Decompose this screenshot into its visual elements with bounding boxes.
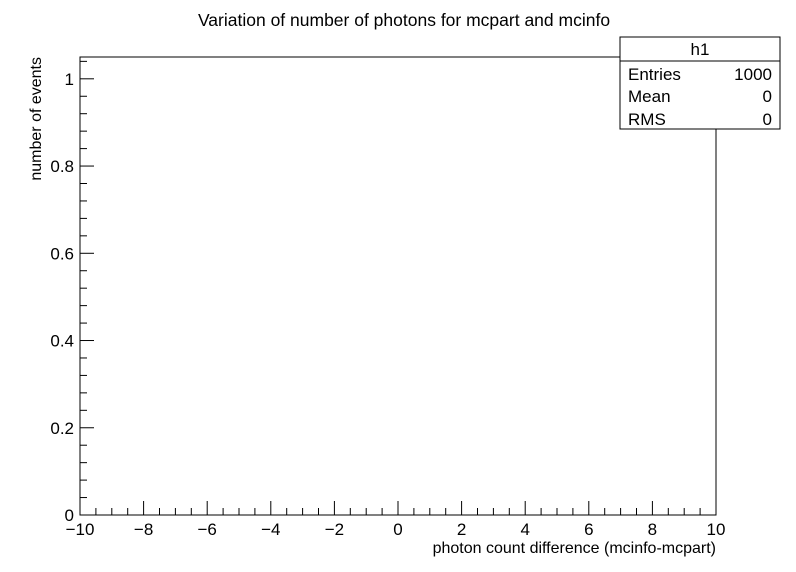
x-tick-label: −2 (325, 520, 344, 539)
x-tick-label: −10 (66, 520, 95, 539)
y-axis: 0 0.2 0.4 0.6 0.8 1 (50, 60, 94, 525)
y-tick-label: 0.6 (50, 244, 74, 263)
y-tick-label: 0.4 (50, 332, 74, 351)
x-tick-label: −6 (198, 520, 217, 539)
x-tick-label: 2 (457, 520, 466, 539)
x-tick-label: 8 (648, 520, 657, 539)
stats-entries-value: 1000 (734, 65, 772, 84)
stats-rms-value: 0 (763, 110, 772, 129)
y-tick-label: 0.8 (50, 157, 74, 176)
y-tick-label: 0 (65, 506, 74, 525)
chart-title: Variation of number of photons for mcpar… (198, 10, 610, 30)
x-tick-label: −8 (134, 520, 153, 539)
y-axis-title: number of events (28, 57, 45, 181)
stats-rms-label: RMS (628, 110, 666, 129)
x-tick-label: 4 (520, 520, 529, 539)
x-tick-label: 0 (393, 520, 402, 539)
y-tick-label: 0.2 (50, 419, 74, 438)
y-tick-label: 1 (65, 70, 74, 89)
stats-mean-label: Mean (628, 87, 671, 106)
x-tick-label: 6 (584, 520, 593, 539)
stats-entries-label: Entries (628, 65, 681, 84)
stats-box-frame (619, 36, 781, 130)
stats-mean-value: 0 (763, 87, 772, 106)
stats-box: h1 Entries 1000 Mean 0 RMS 0 (619, 36, 781, 130)
x-axis-title: photon count difference (mcinfo-mcpart) (433, 540, 716, 557)
x-tick-label: −4 (261, 520, 280, 539)
x-axis: −10 −8 −6 −4 −2 0 2 4 6 8 10 (66, 501, 726, 539)
stats-box-name: h1 (691, 40, 710, 59)
x-tick-label: 10 (707, 520, 726, 539)
